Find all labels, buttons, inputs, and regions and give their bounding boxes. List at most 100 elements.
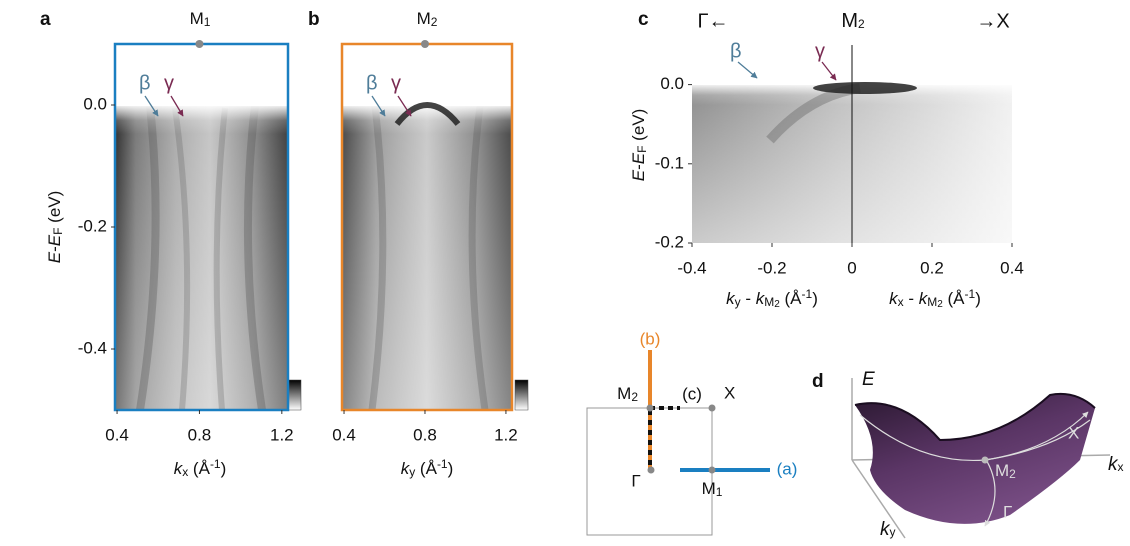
high-symmetry-point [195,40,204,48]
label-part: 1 [716,485,723,499]
label-part: -1 [965,287,976,301]
x-tick-label: 0.8 [413,425,437,444]
label-part: - [904,289,919,308]
band-label: γ [391,72,401,94]
x-axis-label: kx (Å-1) [174,457,227,479]
direction-label: Γ← [697,10,728,32]
x-axis-label: kx - kM2 (Å-1) [889,287,981,310]
y-axis-label: E-EF (eV) [45,191,65,264]
cut-label: (a) [777,459,798,478]
panel-label: d [812,371,824,392]
label-part: -1 [210,457,221,471]
panel-label: a [40,9,51,30]
label-part: E [45,234,64,246]
label-part: y [890,525,896,539]
label-part: - [741,289,756,308]
label-part: ) [812,289,818,308]
band-label: γ [815,40,825,62]
label-part: (Å [188,459,210,478]
label-part: E [45,251,64,263]
cut-label: (b) [640,329,661,348]
y-tick-label: -0.1 [655,153,684,172]
annotation-arrows [144,61,837,117]
point-label: M1 [190,9,211,29]
panel-label: c [638,9,649,30]
label-part: M [617,384,631,403]
label-part: y [735,295,741,309]
point-label: M1 [702,479,723,499]
panel-label: b [308,9,320,30]
x-tick-label: -0.2 [757,258,786,277]
label-part: 2 [431,15,438,29]
label-part: E [629,152,648,164]
x-tick-label: 0.4 [1000,258,1024,277]
label-part: -1 [802,287,813,301]
y-tick-label: 0.0 [660,74,684,93]
x-tick-label: 0.4 [332,425,356,444]
point-label: X [1068,423,1079,442]
label-part: x [898,295,904,309]
label-part: k [889,289,899,308]
label-part: ) [221,459,227,478]
label-part: M [927,295,937,309]
label-part: M [764,295,774,309]
arpes-image-b [342,44,512,410]
label-part: x [1118,460,1124,474]
point-label: M2 [995,461,1016,481]
axis-label: ky [880,519,896,540]
label-part: k [726,289,736,308]
label-part: F [635,146,649,153]
label-part: (eV) [45,191,64,228]
point-label: M2 [841,10,865,32]
label-part: - [45,246,64,252]
x-tick-label: 0.4 [105,425,129,444]
label-part: (Å [943,289,965,308]
y-tick-label: 0.0 [83,94,107,113]
y-axis-label: E-EF (eV) [629,109,649,182]
label-part: 2 [937,299,943,310]
point-label: Γ [631,471,640,490]
label-part: E [629,169,648,181]
y-tick-label: -0.4 [78,338,107,357]
label-part: M [702,479,716,498]
label-part: 2 [1009,467,1016,481]
label-part: (Å [780,289,802,308]
bz-diagram [586,350,770,536]
label-part: (eV) [629,109,648,146]
saddle-surface [851,378,1111,539]
label-part: M [995,461,1009,480]
y-tick-label: -0.2 [78,216,107,235]
label-part: M [417,9,431,28]
label-part: k [174,459,184,478]
x-tick-label: 1.2 [270,425,294,444]
x-axis-label: ky - kM2 (Å-1) [726,287,818,310]
band-label: β [730,40,742,62]
label-part: ) [448,459,454,478]
axis-label: kx [1108,454,1124,475]
colorbar [514,379,529,411]
cut-label: (c) [682,384,702,403]
label-part: M [841,10,858,32]
label-part: x [182,465,188,479]
point-label: Γ [1003,502,1012,521]
high-symmetry-point [420,40,429,48]
label-part: - [629,164,648,170]
colorbar [287,379,302,411]
band-label: γ [164,72,174,94]
label-part: k [401,459,411,478]
label-part: k [756,289,766,308]
y-tick-label: -0.2 [655,232,684,251]
label-part: 2 [774,299,780,310]
point-label: M2 [417,9,438,29]
point-label: X [724,383,735,402]
label-part: 2 [631,390,638,404]
band-label: β [139,72,151,94]
band-label: β [366,72,378,94]
arpes-image-a [115,44,288,410]
label-part: -1 [437,457,448,471]
label-part: 2 [858,17,865,31]
label-part: (Å [415,459,437,478]
label-part: M [190,9,204,28]
label-part: ) [975,289,981,308]
